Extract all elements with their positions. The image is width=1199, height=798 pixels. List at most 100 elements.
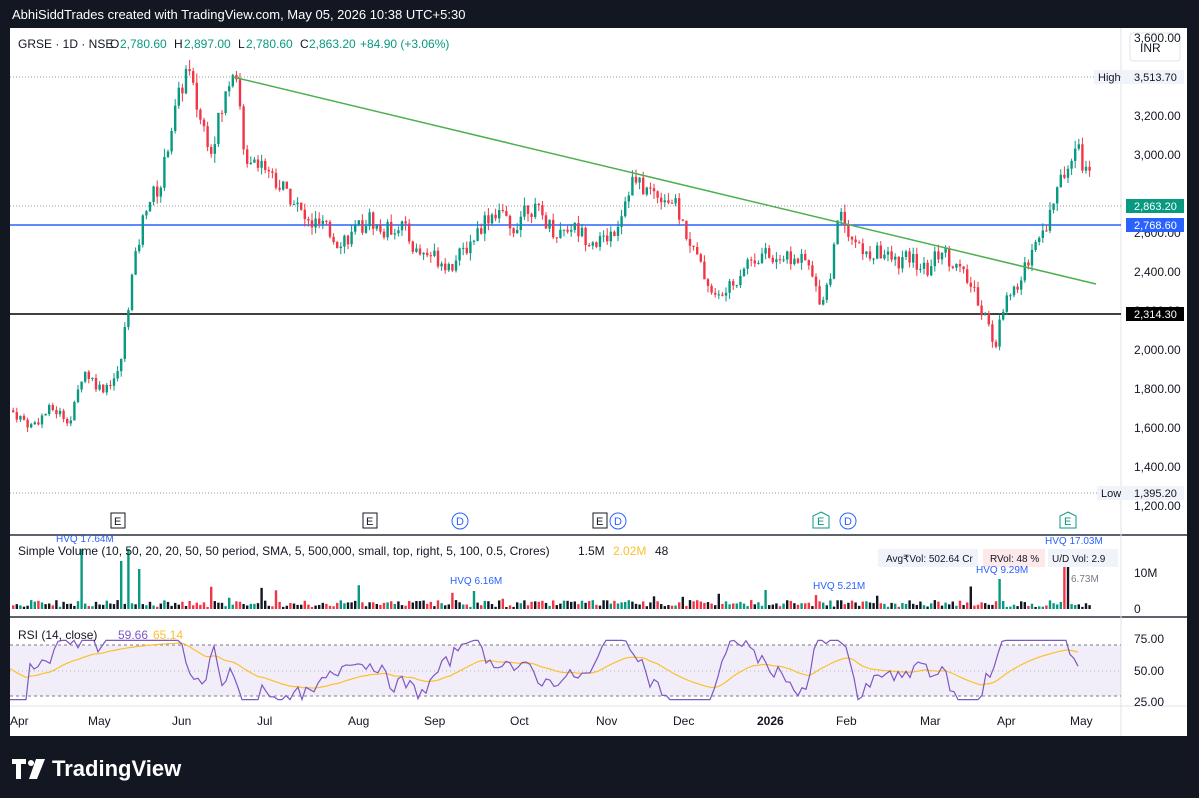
candle-body bbox=[303, 209, 306, 220]
volume-bar bbox=[476, 602, 479, 609]
volume-bar bbox=[249, 603, 252, 609]
candle-body bbox=[541, 205, 544, 216]
tradingview-logo[interactable]: TradingView bbox=[12, 756, 181, 782]
candle-body bbox=[940, 252, 944, 260]
volume-bar bbox=[627, 600, 630, 609]
time-axis[interactable]: Apr May Jun Jul Aug Sep Oct Nov Dec 2026 Feb Mar Apr… bbox=[10, 714, 1093, 728]
volume-bar bbox=[908, 600, 911, 609]
volume-bar bbox=[890, 602, 893, 609]
candle-body bbox=[753, 260, 756, 264]
candle-body bbox=[768, 248, 771, 258]
volume-bar bbox=[1074, 604, 1077, 609]
chart-frame[interactable]: GRSE · 1D · NSE O 2,780.60 H 2,897.00 L … bbox=[9, 28, 1187, 736]
candle-body bbox=[300, 202, 303, 210]
volume-bar bbox=[753, 604, 756, 609]
candle-body bbox=[710, 285, 713, 293]
volume-bar bbox=[285, 605, 288, 609]
candle-body bbox=[663, 200, 666, 203]
candle-body bbox=[699, 254, 702, 262]
ohlc-l-label: L bbox=[238, 37, 245, 51]
volume-bar bbox=[692, 601, 695, 609]
candle-body bbox=[757, 262, 760, 264]
earnings-icon[interactable] bbox=[812, 511, 830, 529]
volume-bar bbox=[807, 602, 810, 609]
candle-body bbox=[433, 250, 436, 256]
volume-bar bbox=[688, 600, 692, 609]
candle-body bbox=[462, 247, 465, 249]
volume-bar bbox=[30, 600, 33, 609]
dividend-icon[interactable] bbox=[839, 512, 857, 530]
volume-bar bbox=[1034, 606, 1037, 609]
earnings-label: E bbox=[366, 516, 373, 528]
candle-body bbox=[66, 418, 69, 424]
candle-body bbox=[134, 251, 137, 275]
volume-bar bbox=[814, 595, 818, 609]
volume-bar bbox=[386, 602, 389, 609]
earnings-icon[interactable] bbox=[110, 512, 126, 529]
volume-extra: 6.73M bbox=[1071, 574, 1099, 585]
volume-bar bbox=[1070, 604, 1073, 609]
candle-body bbox=[152, 186, 155, 203]
candle-body bbox=[548, 219, 551, 229]
price-axis[interactable]: 3,600.003,400.003,200.003,000.002,600.00… bbox=[1134, 31, 1181, 513]
volume-bar bbox=[40, 602, 44, 609]
volume-bar bbox=[177, 604, 180, 609]
candle-body bbox=[584, 227, 587, 246]
volume-bar bbox=[832, 606, 836, 609]
candle-body bbox=[631, 176, 634, 196]
volume-bar bbox=[483, 600, 486, 609]
candle-body bbox=[534, 203, 537, 217]
candle-body bbox=[973, 286, 976, 288]
earnings-icon[interactable] bbox=[1059, 511, 1077, 529]
candle-body bbox=[840, 211, 843, 221]
volume-bar bbox=[76, 601, 80, 609]
currency-button[interactable] bbox=[1129, 32, 1181, 62]
volume-bar bbox=[580, 600, 584, 609]
candle-body bbox=[537, 203, 540, 206]
volume-bar bbox=[858, 605, 861, 609]
ohlc-c: 2,863.20 bbox=[309, 37, 356, 51]
volume-bar bbox=[663, 606, 666, 609]
volume-bar bbox=[12, 605, 15, 609]
dividend-icon[interactable] bbox=[609, 512, 627, 530]
candle-body bbox=[494, 214, 497, 219]
candle-body bbox=[289, 188, 292, 205]
dividend-label: D bbox=[614, 516, 622, 528]
candle-body bbox=[562, 229, 566, 231]
chart-svg[interactable]: GRSE · 1D · NSE O 2,780.60 H 2,897.00 L … bbox=[9, 28, 1187, 736]
candle-body bbox=[422, 252, 425, 255]
candle-body bbox=[1066, 168, 1070, 178]
candle-body bbox=[800, 253, 803, 263]
volume-bar bbox=[303, 600, 306, 609]
volume-bar bbox=[465, 604, 468, 609]
volume-bar bbox=[829, 600, 832, 609]
candle-body bbox=[588, 245, 591, 247]
candle-body bbox=[87, 371, 90, 380]
volume-bar bbox=[130, 603, 134, 609]
candle-body bbox=[490, 214, 494, 224]
volume-bar bbox=[390, 601, 393, 609]
candle-body bbox=[26, 419, 29, 428]
volume-bar bbox=[206, 606, 209, 609]
volume-bar bbox=[451, 592, 454, 609]
candle-body bbox=[789, 251, 792, 265]
volume-bar bbox=[559, 603, 562, 609]
candle-body bbox=[613, 231, 616, 237]
volume-bar bbox=[436, 600, 440, 609]
volume-bar bbox=[289, 603, 292, 609]
candle-body bbox=[163, 156, 166, 188]
time-tick-label: Oct bbox=[510, 714, 529, 728]
candle-body bbox=[1005, 295, 1008, 312]
candle-body bbox=[127, 309, 130, 328]
trendline[interactable] bbox=[232, 76, 1097, 285]
earnings-icon[interactable] bbox=[592, 512, 608, 529]
volume-title: Simple Volume (10, 50, 20, 20, 50, 50 pe… bbox=[18, 544, 550, 558]
candle-body bbox=[51, 405, 54, 411]
candle-body bbox=[12, 410, 15, 413]
volume-bar bbox=[217, 602, 220, 609]
candle-body bbox=[843, 211, 846, 226]
volume-bar bbox=[861, 601, 864, 609]
candle-body bbox=[1052, 203, 1055, 210]
earnings-icon[interactable] bbox=[362, 512, 378, 529]
dividend-icon[interactable] bbox=[451, 512, 469, 530]
